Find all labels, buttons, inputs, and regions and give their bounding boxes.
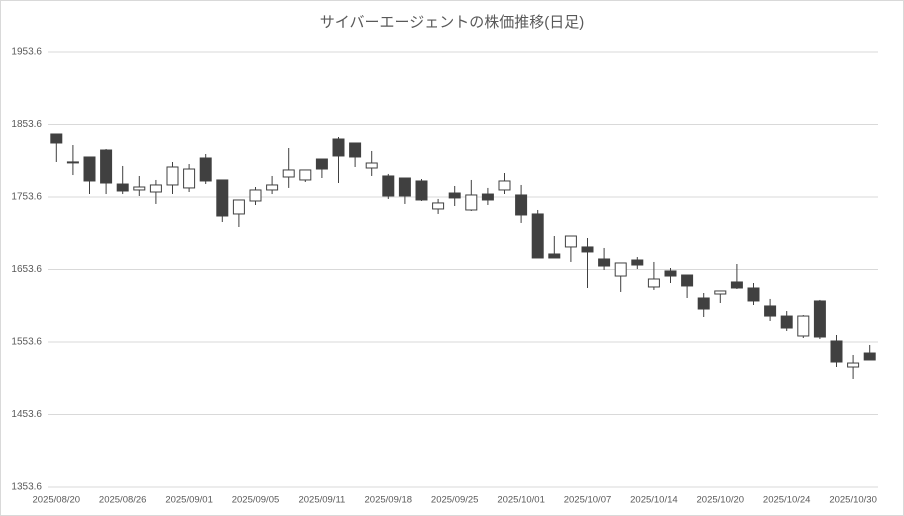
candle-body [415,180,428,201]
y-tick-label: 1853.6 [11,119,42,130]
y-tick-label: 1453.6 [11,409,42,420]
candle-body [299,169,312,181]
candle-body [847,362,860,368]
x-tick-label: 2025/10/07 [564,495,612,506]
candle-body [232,199,245,215]
candle-body [432,202,445,210]
candle-body [83,156,96,182]
candle-body [830,340,843,363]
candle-body [730,281,743,289]
candle-body [116,183,129,192]
candle-body [266,184,279,191]
y-tick-label: 1553.6 [11,337,42,348]
candle-body [664,270,677,277]
x-tick-label: 2025/09/01 [165,495,213,506]
x-tick-label: 2025/10/24 [763,495,811,506]
candle-body [448,192,461,199]
candle-body [813,300,826,338]
candle-body [50,133,63,144]
candle-body [365,162,378,169]
candle-body [199,157,212,182]
x-tick-label: 2025/10/14 [630,495,678,506]
x-tick-label: 2025/10/01 [497,495,545,506]
candle-body [465,194,478,211]
candle-body [581,246,594,253]
candle-body [697,297,710,310]
x-tick-label: 2025/08/20 [33,495,81,506]
candle-body [249,189,262,202]
x-tick-label: 2025/08/26 [99,495,147,506]
candle-body [216,179,229,217]
candle-body [647,278,660,288]
candle-body [315,158,328,170]
candle-body [349,142,362,158]
candle-body [398,177,411,197]
candle-body [149,184,162,193]
candle-body [481,193,494,201]
x-tick-label: 2025/09/05 [232,495,280,506]
candle-body [382,175,395,197]
y-tick-label: 1353.6 [11,482,42,493]
candle-body [764,305,777,317]
candle-body [631,259,644,266]
candle-body [797,315,810,337]
x-tick-label: 2025/10/20 [697,495,745,506]
x-tick-label: 2025/09/18 [365,495,413,506]
candle-body [614,262,627,277]
candle-body [100,149,113,184]
candle-body [66,161,79,164]
candle-body [714,290,727,295]
candle-body [166,166,179,186]
x-tick-label: 2025/09/11 [298,495,345,506]
y-tick-label: 1953.6 [11,47,42,58]
candle-body [515,194,528,216]
y-tick-label: 1753.6 [11,192,42,203]
candle-body [332,138,345,157]
candle-body [183,168,196,189]
candle-body [531,213,544,259]
x-tick-label: 2025/10/30 [829,495,877,506]
chart-title: サイバーエージェントの株価推移(日足) [320,14,584,31]
candle-body [133,186,146,191]
candle-body [780,315,793,329]
candle-body [564,235,577,248]
candle-body [282,169,295,178]
candle-body [498,180,511,191]
candle-body [863,352,876,361]
y-tick-label: 1653.6 [11,264,42,275]
candle-body [681,274,694,287]
candle-body [598,258,611,267]
candle-body [747,287,760,302]
x-tick-label: 2025/09/25 [431,495,479,506]
candle-body [548,253,561,259]
